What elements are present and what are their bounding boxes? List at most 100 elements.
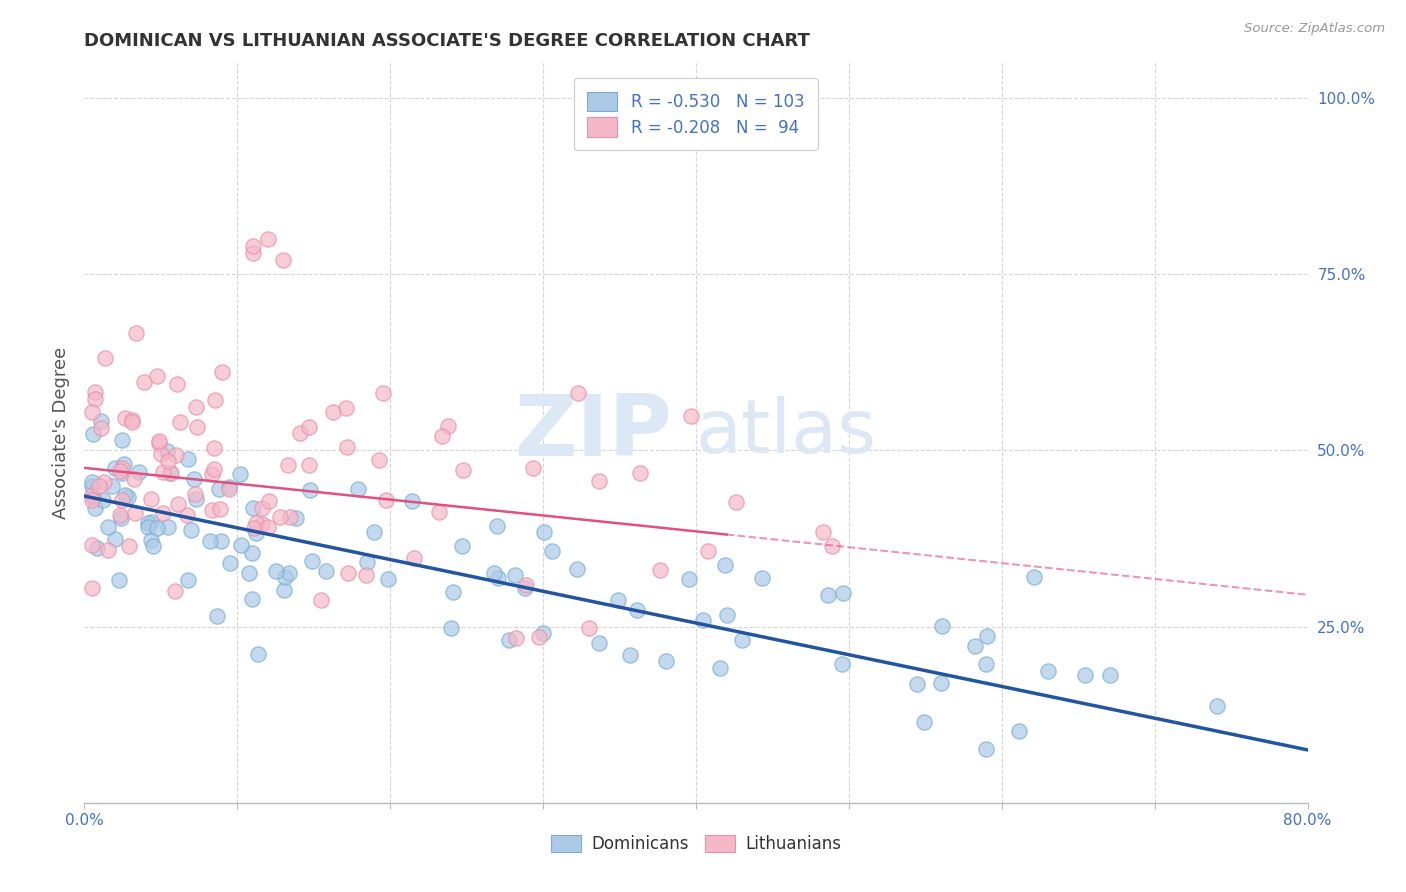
Point <box>110 464 132 478</box>
Point <box>186 401 208 415</box>
Point <box>541 544 564 558</box>
Point <box>486 571 509 585</box>
Text: atlas: atlas <box>696 396 877 469</box>
Point <box>1099 668 1122 682</box>
Point <box>245 525 267 540</box>
Point <box>337 566 360 580</box>
Point <box>136 520 159 534</box>
Point <box>166 377 188 392</box>
Point <box>80 405 103 419</box>
Point <box>148 436 170 450</box>
Point <box>929 676 952 690</box>
Point <box>117 539 139 553</box>
Point <box>335 401 357 415</box>
Point <box>108 508 131 523</box>
Point <box>97 520 120 534</box>
Point <box>278 510 301 524</box>
Point <box>697 544 720 558</box>
Point <box>82 491 104 505</box>
Point <box>111 461 134 475</box>
Point <box>157 454 180 468</box>
Point <box>208 501 231 516</box>
Point <box>1008 723 1031 738</box>
Point <box>811 525 834 540</box>
Legend: Dominicans, Lithuanians: Dominicans, Lithuanians <box>543 826 849 861</box>
Point <box>238 566 260 581</box>
Point <box>205 609 228 624</box>
Text: ZIP: ZIP <box>513 391 672 475</box>
Point <box>505 631 527 645</box>
Point <box>183 472 205 486</box>
Point <box>482 566 505 580</box>
Point <box>503 568 526 582</box>
Point <box>533 524 555 539</box>
Point <box>257 232 280 246</box>
Point <box>150 447 173 461</box>
Point <box>655 654 678 668</box>
Point <box>450 539 472 553</box>
Point <box>817 588 839 602</box>
Point <box>274 570 297 584</box>
Point <box>498 632 520 647</box>
Point <box>1073 668 1095 682</box>
Point <box>180 523 202 537</box>
Point <box>678 572 700 586</box>
Point <box>401 494 423 508</box>
Point <box>976 742 998 756</box>
Point <box>122 472 145 486</box>
Point <box>165 448 187 462</box>
Point <box>277 566 299 580</box>
Point <box>290 426 312 441</box>
Point <box>432 429 454 443</box>
Point <box>146 369 169 384</box>
Point <box>110 466 132 480</box>
Point <box>301 554 323 568</box>
Text: Source: ZipAtlas.com: Source: ZipAtlas.com <box>1244 22 1385 36</box>
Point <box>347 482 370 496</box>
Point <box>367 452 389 467</box>
Point <box>650 563 672 577</box>
Point <box>427 505 450 519</box>
Point <box>125 326 148 340</box>
Point <box>515 578 537 592</box>
Point <box>567 385 589 400</box>
Point <box>619 648 641 662</box>
Point <box>588 636 610 650</box>
Point <box>832 586 855 600</box>
Point <box>148 434 170 448</box>
Point <box>121 413 143 427</box>
Point <box>229 538 252 552</box>
Point <box>139 515 162 529</box>
Point <box>377 572 399 586</box>
Point <box>82 426 104 441</box>
Point <box>110 492 132 507</box>
Point <box>607 593 630 607</box>
Point <box>97 542 120 557</box>
Point <box>315 564 337 578</box>
Y-axis label: Associate's Degree: Associate's Degree <box>52 346 70 519</box>
Point <box>714 558 737 572</box>
Point <box>250 516 273 531</box>
Point <box>134 375 156 389</box>
Point <box>218 480 240 494</box>
Point <box>94 351 117 365</box>
Point <box>201 467 224 481</box>
Point <box>90 414 112 428</box>
Point <box>80 581 103 595</box>
Point <box>247 647 270 661</box>
Point <box>402 551 425 566</box>
Point <box>218 483 240 497</box>
Point <box>912 715 935 730</box>
Point <box>104 532 127 546</box>
Point <box>531 626 554 640</box>
Point <box>284 511 307 525</box>
Point <box>159 466 181 480</box>
Point <box>731 632 754 647</box>
Point <box>167 497 190 511</box>
Point <box>298 420 321 434</box>
Point <box>245 516 267 531</box>
Point <box>974 657 997 671</box>
Point <box>139 533 162 548</box>
Point <box>152 465 174 479</box>
Point <box>93 475 115 489</box>
